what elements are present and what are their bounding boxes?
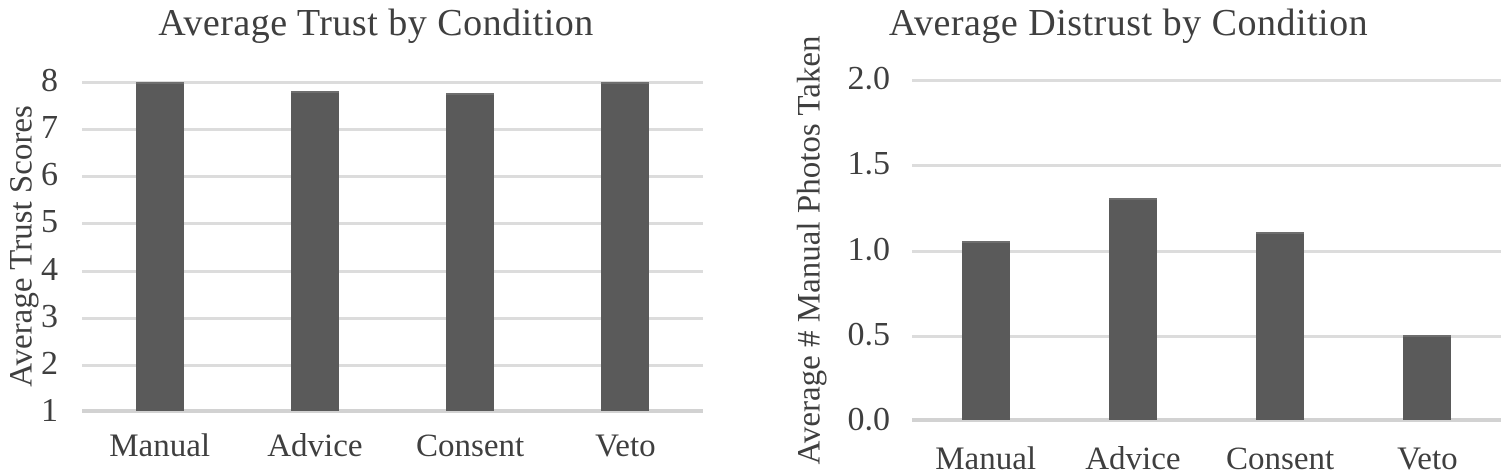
- gridline: [82, 363, 703, 367]
- y-tick-label: 0.0: [847, 401, 891, 438]
- x-category-label: Veto: [1397, 441, 1458, 476]
- gridline: [82, 128, 703, 132]
- y-tick-label: 5: [41, 203, 58, 241]
- x-axis-line: [82, 409, 703, 413]
- chart-title: Average Distrust by Condition: [888, 2, 1369, 44]
- gridline: [82, 269, 703, 273]
- x-category-label: Manual: [109, 428, 211, 464]
- y-axis-title: Average # Manual Photos Taken: [791, 34, 828, 465]
- bar-veto: [1403, 334, 1452, 420]
- y-tick-label: 0.5: [847, 315, 891, 353]
- x-category-label: Consent: [416, 428, 525, 464]
- bar-advice: [1108, 198, 1157, 420]
- gridline: [82, 175, 703, 179]
- bar-advice: [290, 90, 339, 411]
- bar-consent: [446, 93, 495, 411]
- bar-consent: [1256, 232, 1305, 420]
- y-tick-label: 3: [41, 297, 58, 335]
- y-tick-label: 6: [41, 156, 58, 194]
- gridline: [912, 249, 1501, 253]
- gridline: [912, 79, 1501, 82]
- y-tick-label: 1: [41, 392, 58, 429]
- gridline: [82, 222, 703, 226]
- x-category-label: Advice: [267, 428, 363, 464]
- gridline: [82, 81, 703, 84]
- x-axis-line: [912, 418, 1501, 422]
- gridline: [912, 164, 1501, 168]
- x-category-label: Manual: [935, 441, 1037, 476]
- bar-manual: [961, 240, 1010, 420]
- y-tick-label: 4: [41, 250, 58, 288]
- plot-area: [912, 79, 1501, 422]
- x-category-label: Advice: [1085, 441, 1181, 476]
- y-tick-label: 8: [41, 62, 58, 99]
- x-category-label: Consent: [1226, 441, 1335, 476]
- gridline: [82, 316, 703, 320]
- chart-title: Average Trust by Condition: [158, 2, 594, 44]
- distrust-chart: Average Distrust by Condition Average # …: [752, 0, 1505, 476]
- plot-area: [82, 81, 703, 413]
- bar-veto: [601, 82, 650, 411]
- trust-chart: Average Trust by Condition Average Trust…: [0, 0, 752, 476]
- y-tick-label: 2.0: [847, 60, 891, 97]
- y-tick-label: 2: [41, 344, 58, 382]
- gridline: [912, 334, 1501, 338]
- x-category-label: Veto: [595, 428, 656, 464]
- y-axis-title: Average Trust Scores: [3, 105, 40, 387]
- y-tick-label: 1.5: [847, 145, 891, 183]
- bar-manual: [135, 82, 184, 411]
- y-tick-label: 1.0: [847, 230, 891, 268]
- y-tick-label: 7: [41, 109, 58, 147]
